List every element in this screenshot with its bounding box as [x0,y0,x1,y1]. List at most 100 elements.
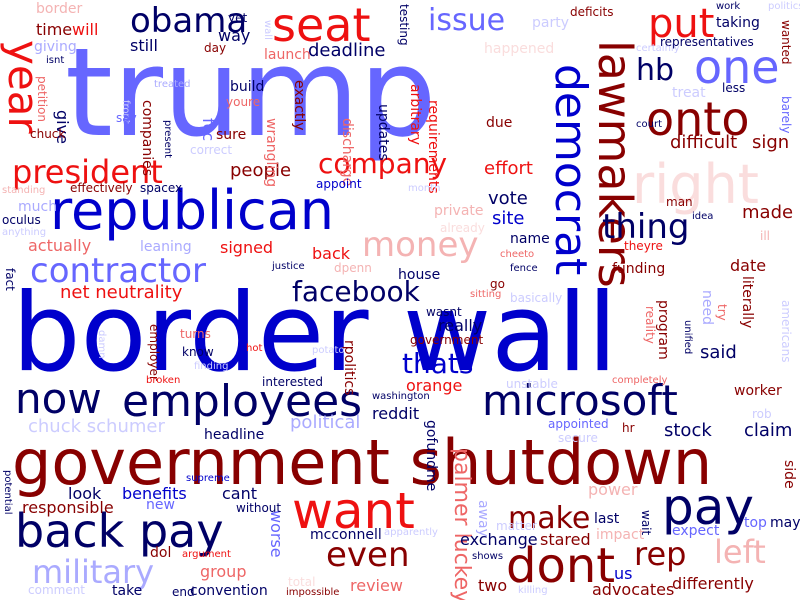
word: wasnt [426,305,462,319]
word: way [218,26,251,45]
word: oculus [2,213,41,227]
word: will [72,20,99,39]
word: two [478,576,508,595]
word: claim [744,420,793,441]
word: contractor [30,251,206,291]
word: review [350,576,403,595]
word: still [130,36,158,55]
word: secure [558,431,598,445]
word: effectively [70,181,133,195]
word: president [12,153,163,191]
word: us [614,564,633,583]
word: sure [216,127,247,143]
word: exchange [460,530,538,549]
word: mcconnell [310,527,382,543]
word: giving [34,39,77,55]
word: arbitrary [407,84,423,145]
word: dol [150,545,172,561]
word: away [475,500,491,537]
word: matter [496,519,537,533]
word: name [510,231,550,247]
word: trump [65,22,437,164]
word: broken [146,375,181,386]
word: interested [262,375,324,389]
word: date [730,256,767,275]
word: stared [540,530,591,549]
word: less [722,81,746,95]
word: washington [372,391,430,402]
word: chuck [30,127,66,141]
word: group [200,562,247,581]
word: say [116,111,137,125]
word: put [648,1,715,47]
word: treat [672,85,706,101]
word: sign [752,132,790,153]
word: really [438,316,483,335]
word: military [32,553,155,591]
word: companies [139,100,155,177]
word: left [714,533,766,571]
word: idea [692,211,714,222]
word: need [699,290,715,325]
word: treated [154,79,191,90]
word: man [666,195,693,209]
word: shows [472,551,504,562]
word: fence [510,263,538,274]
word: want [292,482,415,540]
word: said [700,342,737,363]
word: month [408,183,441,194]
word: time [36,20,73,39]
word: worse [267,510,286,558]
word: last [594,511,620,527]
word: gofundme [423,420,439,492]
word: anything [2,227,47,238]
word: effort [484,158,533,179]
word: present [162,120,173,159]
word: dont [506,538,616,594]
word: government [410,333,484,347]
word: orange [406,376,463,395]
word: certainly [636,43,680,54]
word: work [716,1,741,12]
word: know [182,345,214,359]
word: give [53,110,72,144]
word: wanted [779,20,793,65]
word: expect [672,523,720,539]
word: may [770,515,800,531]
word: argument [182,549,231,560]
word: due [486,115,513,131]
word: issue [428,3,506,38]
word: dpenn [334,261,372,275]
word: appointed [548,417,609,431]
word: house [398,267,441,283]
word: politics [768,1,800,12]
word: rob [752,407,772,421]
word: site [492,208,525,229]
word: basically [510,291,563,305]
word: even [326,535,410,575]
word: without [236,501,282,515]
word: obama [130,1,248,41]
word: exactly [291,80,307,131]
word: potato [312,345,345,356]
word: back pay [15,504,224,558]
word: net neutrality [60,282,183,303]
word: right [632,153,759,216]
word: updates [375,104,391,161]
word: democrat [545,64,596,276]
word: leaning [140,239,192,255]
word: launch [264,47,311,63]
word: day [204,41,227,55]
word: microsoft [482,376,678,425]
word: hb [636,53,675,88]
word: testing [397,4,411,46]
word: rep [634,535,687,573]
word: end [172,585,195,599]
word: happened [484,41,555,57]
word: apparently [384,527,438,538]
word: wrangling [263,118,279,188]
word: advocates [592,580,675,599]
word: people [230,160,292,181]
word: money [362,225,479,265]
